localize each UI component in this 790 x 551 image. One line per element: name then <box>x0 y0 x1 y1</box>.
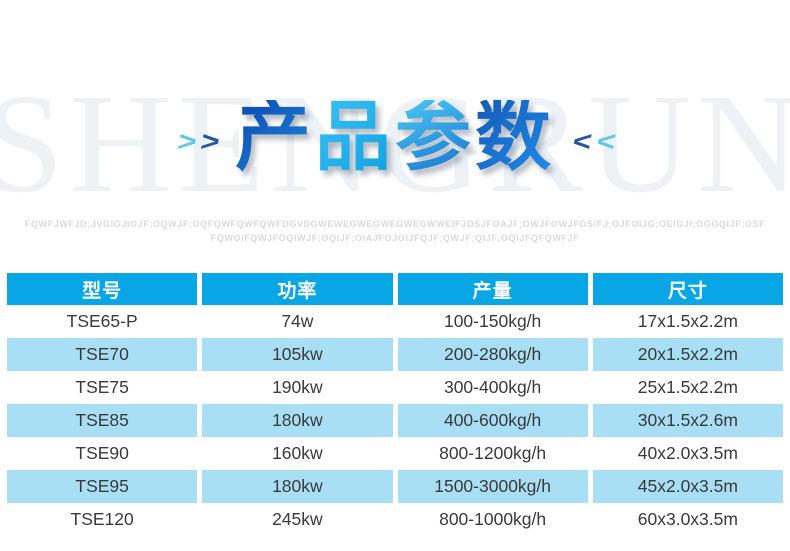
title-char: 品 <box>315 95 395 180</box>
cell-model: TSE70 <box>7 338 198 371</box>
table-row: TSE90 160kw 800-1200kg/h 40x2.0x3.5m <box>7 437 783 470</box>
chevron-left-icon: < <box>593 125 616 157</box>
cell-power: 160kw <box>272 443 323 463</box>
spec-table: 型号 功率 产量 尺寸 TSE65-P 74w 100-150kg/h 17x1… <box>7 273 783 536</box>
cell-capacity: 800-1000kg/h <box>439 509 547 529</box>
cell-capacity: 200-280kg/h <box>397 338 588 371</box>
column-header-size: 尺寸 <box>592 273 783 305</box>
cell-model: TSE75 <box>75 377 129 397</box>
cell-capacity: 400-600kg/h <box>397 404 588 437</box>
table-row: TSE120 245kw 800-1000kg/h 60x3.0x3.5m <box>7 503 783 536</box>
decorative-text-line: FQWFJWFJD;JVGIGJIOJF;OQWJF;OQFQWFQWFQWFD… <box>24 219 766 229</box>
column-header-model: 型号 <box>7 273 198 305</box>
cell-size: 30x1.5x2.6m <box>592 404 783 437</box>
table-row: TSE75 190kw 300-400kg/h 25x1.5x2.2m <box>7 371 783 404</box>
cell-capacity: 100-150kg/h <box>443 311 542 331</box>
table-row: TSE85 180kw 400-600kg/h 30x1.5x2.6m <box>7 404 783 437</box>
chevron-right-icon: > <box>174 125 197 157</box>
cell-size: 60x3.0x3.5m <box>637 509 738 529</box>
cell-power: 190kw <box>272 377 323 397</box>
table-row: TSE65-P 74w 100-150kg/h 17x1.5x2.2m <box>7 305 783 338</box>
cell-power: 105kw <box>202 338 393 371</box>
chevron-right-icon: > <box>198 125 220 157</box>
cell-size: 17x1.5x2.2m <box>637 311 738 331</box>
cell-size: 40x2.0x3.5m <box>637 443 738 463</box>
cell-power: 180kw <box>202 404 393 437</box>
cell-power: 74w <box>281 311 314 331</box>
cell-power: 180kw <box>202 470 393 503</box>
title-char: 参 <box>395 95 475 180</box>
title-char: 数 <box>475 95 555 180</box>
cell-capacity: 800-1200kg/h <box>439 443 547 463</box>
brand-watermark-text: SHENGRUN <box>0 72 790 214</box>
cell-model: TSE65-P <box>66 311 138 331</box>
decorative-text-line: FQWOIFQWJFOQIWJF;OQIJF;OIAJFOJOIJFQJF;QW… <box>210 233 580 243</box>
chevron-left-icon: < <box>570 125 592 157</box>
cell-size: 45x2.0x3.5m <box>592 470 783 503</box>
column-header-power: 功率 <box>202 273 393 305</box>
cell-model: TSE85 <box>7 404 198 437</box>
cell-power: 245kw <box>272 509 323 529</box>
cell-capacity: 300-400kg/h <box>443 377 542 397</box>
cell-size: 20x1.5x2.2m <box>592 338 783 371</box>
cell-capacity: 1500-3000kg/h <box>397 470 588 503</box>
column-header-capacity: 产量 <box>397 273 588 305</box>
page-title: 产品参数 <box>235 100 555 176</box>
cell-model: TSE120 <box>70 509 134 529</box>
cell-model: TSE90 <box>75 443 129 463</box>
table-header-row: 型号 功率 产量 尺寸 <box>7 273 783 305</box>
title-char: 产 <box>235 95 315 180</box>
cell-model: TSE95 <box>7 470 198 503</box>
table-row: TSE95 180kw 1500-3000kg/h 45x2.0x3.5m <box>7 470 783 503</box>
cell-size: 25x1.5x2.2m <box>637 377 738 397</box>
section-title-row: > > 产品参数 < < <box>0 100 790 176</box>
table-row: TSE70 105kw 200-280kg/h 20x1.5x2.2m <box>7 338 783 371</box>
